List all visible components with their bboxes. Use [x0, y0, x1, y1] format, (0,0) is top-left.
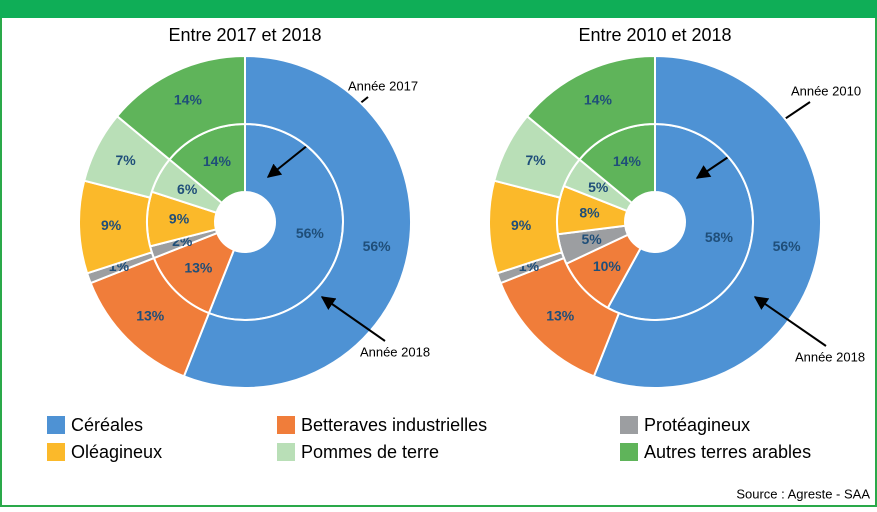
legend-swatch	[47, 443, 65, 461]
annotation: Année 2017	[348, 78, 418, 93]
annotation: Année 2010	[791, 83, 861, 98]
value-label: 56%	[773, 238, 802, 254]
legend-label: Betteraves industrielles	[301, 415, 487, 435]
value-label: 14%	[613, 153, 642, 169]
value-label: 6%	[177, 181, 198, 197]
value-label: 5%	[582, 231, 603, 247]
legend-label: Pommes de terre	[301, 442, 439, 462]
value-label: 56%	[363, 238, 392, 254]
legend-label: Autres terres arables	[644, 442, 811, 462]
value-label: 13%	[136, 307, 165, 323]
chart-title: Entre 2017 et 2018	[168, 25, 321, 45]
value-label: 14%	[174, 91, 203, 107]
value-label: 56%	[296, 225, 325, 241]
value-label: 5%	[588, 179, 609, 195]
value-label: 10%	[593, 258, 622, 274]
donut-slice	[182, 54, 412, 389]
annotation: Année 2018	[795, 349, 865, 364]
value-label: 7%	[525, 152, 546, 168]
donut-slice	[115, 54, 246, 161]
value-label: 9%	[511, 217, 532, 233]
value-label: 13%	[184, 259, 213, 275]
value-label: 8%	[579, 204, 600, 220]
annotation-arrow	[753, 296, 827, 347]
banner	[0, 0, 877, 18]
chart-title: Entre 2010 et 2018	[578, 25, 731, 45]
annotation-arrow	[320, 296, 386, 342]
value-label: 7%	[115, 152, 136, 168]
legend-swatch	[620, 443, 638, 461]
value-label: 14%	[203, 153, 232, 169]
value-label: 13%	[546, 307, 575, 323]
legend-label: Protéagineux	[644, 415, 750, 435]
source: Source : Agreste - SAA	[736, 486, 870, 501]
value-label: 14%	[584, 91, 613, 107]
legend-swatch	[47, 416, 65, 434]
legend-label: Oléagineux	[71, 442, 162, 462]
legend-swatch	[277, 443, 295, 461]
annotation: Année 2018	[360, 344, 430, 359]
donut-slice	[525, 54, 656, 161]
legend-swatch	[277, 416, 295, 434]
legend-label: Céréales	[71, 415, 143, 435]
value-label: 58%	[705, 229, 734, 245]
value-label: 9%	[101, 217, 122, 233]
legend-swatch	[620, 416, 638, 434]
value-label: 9%	[169, 211, 190, 227]
